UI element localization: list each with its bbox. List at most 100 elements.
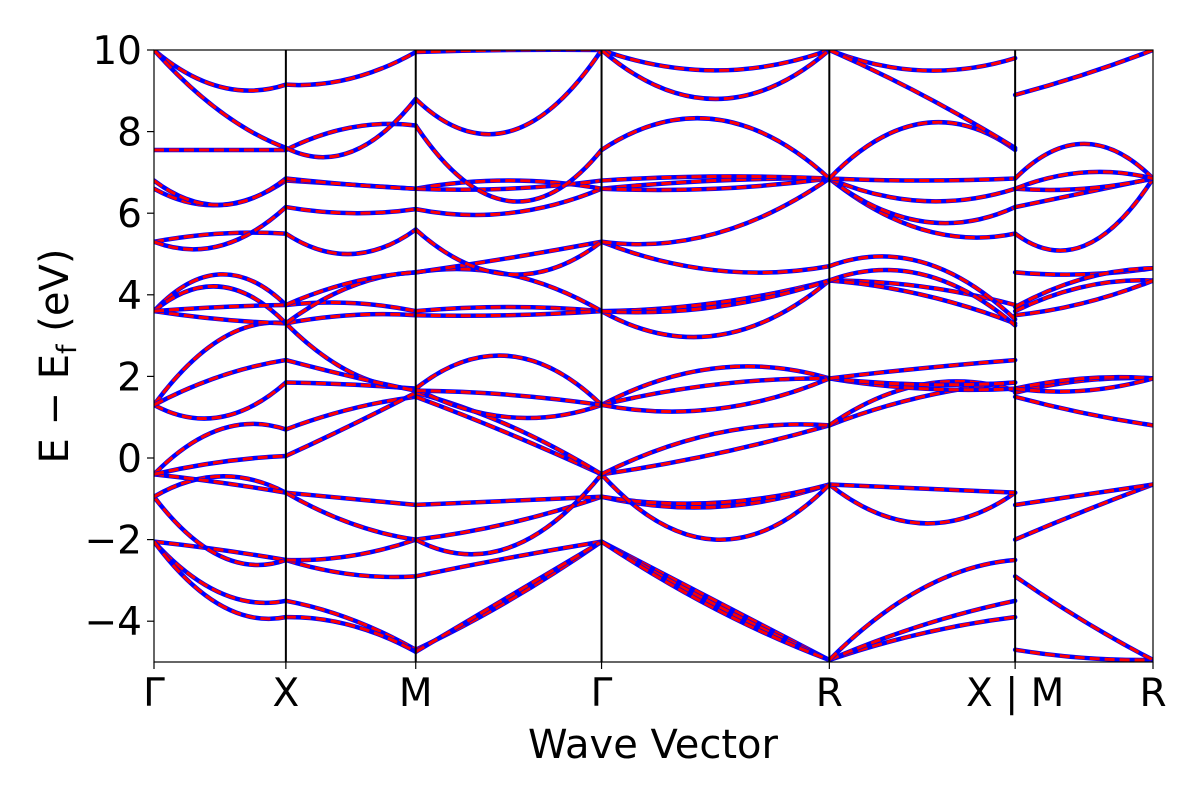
band-line-fit bbox=[154, 474, 287, 499]
band-line-fit bbox=[601, 177, 831, 246]
band-line-fit bbox=[601, 377, 830, 414]
band-line-fit bbox=[154, 303, 286, 313]
band-line-fit bbox=[414, 50, 603, 136]
band-line-fit bbox=[828, 177, 1016, 203]
band-line-fit bbox=[1014, 266, 1153, 309]
band-line-fit bbox=[415, 389, 602, 407]
band-line-fit bbox=[601, 483, 830, 506]
band-line-fit bbox=[154, 284, 287, 325]
band-line-fit bbox=[285, 228, 417, 256]
band-line-fit bbox=[285, 558, 416, 579]
band-line-fit bbox=[600, 279, 831, 339]
band-line-fit bbox=[154, 422, 287, 476]
band-line-fit bbox=[415, 387, 603, 420]
y-tick-label: 8 bbox=[117, 111, 142, 156]
band-line-fit bbox=[601, 279, 830, 314]
band-line-fit bbox=[415, 473, 603, 556]
x-tick-label: M bbox=[399, 671, 433, 716]
band-line-fit bbox=[285, 98, 417, 159]
band-line-fit bbox=[285, 491, 416, 542]
x-tick-label: X bbox=[273, 671, 300, 716]
band-line-fit bbox=[601, 174, 830, 183]
x-axis-label: Wave Vector bbox=[528, 722, 779, 768]
band-line-fit bbox=[828, 254, 1017, 321]
band-line-reference bbox=[599, 115, 832, 181]
band-line-fit bbox=[285, 615, 417, 654]
x-tick-label: Γ bbox=[143, 671, 165, 716]
band-line-fit bbox=[829, 177, 1016, 183]
band-line-fit bbox=[1014, 395, 1153, 427]
y-axis-label: E − Ef (eV) bbox=[32, 249, 83, 464]
band-line-fit bbox=[285, 50, 417, 87]
band-line-fit bbox=[828, 268, 1017, 327]
band-line-fit bbox=[828, 599, 1016, 662]
band-line-fit bbox=[285, 391, 417, 458]
band-line-fit bbox=[154, 205, 287, 251]
band-line-fit bbox=[285, 122, 416, 152]
band-line-fit bbox=[285, 205, 416, 215]
band-line-fit bbox=[1014, 483, 1153, 541]
x-tick-label: R bbox=[1139, 671, 1166, 716]
band-line-fit bbox=[154, 540, 287, 621]
y-tick-label: 10 bbox=[92, 29, 142, 74]
band-line-fit bbox=[154, 231, 286, 244]
band-line-reference bbox=[413, 472, 604, 557]
band-line-fit bbox=[829, 376, 1016, 387]
y-tick-label: 0 bbox=[117, 437, 142, 482]
band-line-fit bbox=[828, 177, 1016, 225]
band-line-fit bbox=[600, 422, 830, 476]
band-line-fit bbox=[600, 540, 830, 662]
band-line-reference bbox=[154, 204, 289, 252]
x-tick-label: Γ bbox=[591, 671, 613, 716]
y-axis-ticks: −4 −2 0 2 4 6 8 10 bbox=[85, 29, 154, 645]
band-line-fit bbox=[415, 240, 602, 274]
band-lines bbox=[154, 50, 1153, 662]
band-line-fit bbox=[154, 540, 287, 605]
band-line-fit bbox=[285, 395, 416, 431]
y-tick-label: 4 bbox=[117, 274, 142, 319]
band-line-reference bbox=[283, 614, 418, 655]
band-line-fit bbox=[601, 240, 830, 275]
band-line-fit bbox=[1014, 278, 1153, 313]
band-line-fit bbox=[415, 179, 602, 192]
band-line-fit bbox=[828, 50, 1016, 150]
band-line-fit bbox=[415, 187, 603, 217]
band-line-fit bbox=[600, 364, 830, 407]
band-line-fit bbox=[828, 558, 1016, 662]
plot-frame bbox=[153, 49, 1154, 663]
band-line-fit bbox=[285, 381, 416, 391]
band-line-fit bbox=[414, 354, 603, 407]
band-line-fit bbox=[154, 309, 286, 325]
band-line-fit bbox=[415, 495, 602, 507]
y-tick-label: 2 bbox=[117, 355, 142, 400]
band-line-fit bbox=[285, 358, 417, 393]
band-line-fit bbox=[1014, 648, 1153, 662]
band-line-reference bbox=[154, 421, 289, 477]
band-line-fit bbox=[414, 540, 603, 654]
y-tick-label: −2 bbox=[85, 519, 143, 564]
band-line-fit bbox=[601, 423, 830, 476]
band-line-reference bbox=[154, 539, 289, 622]
band-line-fit bbox=[1014, 177, 1153, 252]
band-line-fit bbox=[414, 124, 603, 203]
band-line-fit bbox=[284, 322, 416, 391]
band-line-fit bbox=[828, 177, 1016, 240]
band-line-fit bbox=[285, 491, 416, 507]
band-line-reference bbox=[827, 482, 1018, 526]
band-line-fit bbox=[154, 177, 287, 207]
band-line-fit bbox=[600, 473, 831, 542]
y-tick-label: 6 bbox=[117, 192, 142, 237]
band-line-fit bbox=[415, 305, 602, 313]
band-line-reference bbox=[827, 557, 1018, 662]
band-line-fit bbox=[415, 309, 602, 318]
band-line-fit bbox=[154, 381, 287, 421]
band-line-fit bbox=[415, 540, 602, 578]
band-line-fit bbox=[415, 50, 602, 54]
band-line-reference bbox=[283, 321, 418, 391]
x-tick-label: R bbox=[816, 671, 843, 716]
band-line-fit bbox=[829, 358, 1016, 380]
band-line-fit bbox=[1014, 142, 1153, 180]
band-line-fit bbox=[829, 279, 1016, 325]
band-line-fit bbox=[414, 228, 603, 277]
